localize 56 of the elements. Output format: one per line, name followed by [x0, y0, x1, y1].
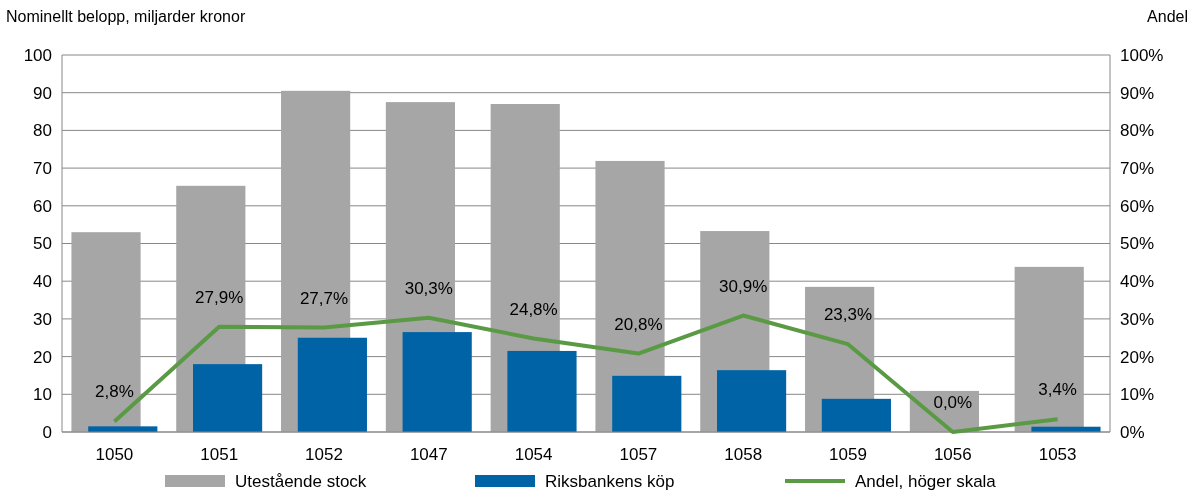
- x-tick-label: 1057: [619, 445, 658, 464]
- y2-tick-label: 20%: [1120, 347, 1155, 367]
- data-label: 23,3%: [823, 305, 873, 325]
- y2-tick-label: 90%: [1120, 83, 1155, 103]
- y-tick-label: 100: [23, 45, 52, 65]
- data-label: 27,9%: [195, 287, 244, 307]
- y-tick-label: 90: [33, 83, 52, 103]
- legend-label: Utestående stock: [235, 472, 367, 491]
- y-tick-label: 20: [33, 347, 52, 367]
- data-label: 0,0%: [933, 393, 973, 412]
- x-tick-label: 1050: [95, 445, 134, 464]
- y-tick-label: 70: [33, 159, 52, 179]
- legend-label: Riksbankens köp: [545, 472, 675, 491]
- y-tick-label: 10: [33, 385, 52, 405]
- data-label: 3,4%: [1038, 380, 1077, 400]
- data-label: 30,9%: [719, 276, 768, 296]
- x-tick-label: 1056: [933, 445, 972, 464]
- y2-tick-label: 70%: [1120, 159, 1155, 179]
- y-tick-label: 50: [33, 234, 52, 254]
- y-tick-label: 40: [33, 272, 52, 292]
- y-axis-title: Nominellt belopp, miljarder kronor: [6, 8, 246, 25]
- x-tick-label: 1058: [724, 445, 763, 464]
- x-tick-label: 1059: [829, 445, 867, 464]
- x-tick-label: 1053: [1038, 445, 1077, 464]
- y2-tick-label: 50%: [1120, 234, 1155, 254]
- bar: [297, 337, 367, 432]
- bar: [507, 350, 577, 432]
- y-tick-label: 60: [33, 196, 52, 216]
- bar: [821, 398, 891, 432]
- bar: [717, 370, 787, 432]
- data-label: 30,3%: [404, 278, 453, 298]
- x-tick-label: 1051: [200, 445, 239, 464]
- y2-tick-label: 10%: [1120, 385, 1155, 405]
- y2-tick-label: 60%: [1120, 196, 1155, 216]
- y2-tick-label: 30%: [1120, 309, 1155, 329]
- bar: [612, 375, 682, 432]
- x-tick-label: 1052: [305, 445, 343, 464]
- legend-label: Andel, höger skala: [855, 472, 997, 491]
- y2-tick-label: 40%: [1120, 272, 1155, 292]
- data-label: 24,8%: [509, 299, 558, 319]
- bar: [71, 232, 141, 432]
- y-tick-label: 30: [33, 309, 52, 329]
- bar: [193, 364, 263, 432]
- data-label: 27,7%: [299, 288, 349, 308]
- bar: [402, 332, 472, 432]
- y2-tick-label: 100%: [1120, 45, 1164, 65]
- y-tick-label: 80: [33, 121, 52, 141]
- y2-axis-title: Andel: [1147, 8, 1188, 25]
- bar: [1014, 266, 1084, 432]
- x-tick-label: 1047: [409, 445, 448, 464]
- y2-tick-label: 80%: [1120, 121, 1155, 141]
- data-label: 2,8%: [95, 382, 134, 402]
- data-label: 20,8%: [614, 314, 663, 334]
- y-tick-label: 0: [42, 422, 52, 442]
- x-tick-label: 1054: [514, 445, 553, 464]
- y2-tick-label: 0%: [1120, 422, 1145, 442]
